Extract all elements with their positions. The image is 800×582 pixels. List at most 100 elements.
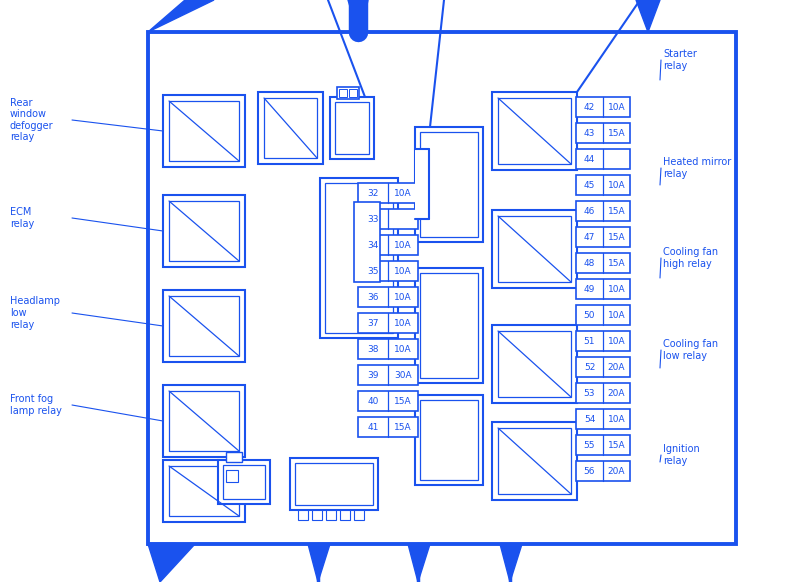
Bar [326,510,336,520]
Text: 32: 32 [367,189,378,197]
Bar [298,510,308,520]
Text: 30A: 30A [394,371,412,379]
Text: 15A: 15A [608,129,626,137]
Bar [354,510,364,520]
Bar [218,460,270,504]
Text: 53: 53 [584,389,595,398]
Bar [492,422,577,500]
Polygon shape [348,0,368,40]
Text: 10A: 10A [608,285,626,293]
Text: 15A: 15A [394,423,412,431]
Text: 44: 44 [584,154,595,164]
Text: 56: 56 [584,467,595,475]
Bar [312,510,322,520]
Bar [498,98,571,164]
Bar [358,365,418,385]
Text: 10A: 10A [394,267,412,275]
Bar [420,132,478,237]
Bar [576,253,630,273]
Text: 15A: 15A [608,258,626,268]
Text: Cooling fan
high relay: Cooling fan high relay [663,247,718,269]
Bar [340,510,350,520]
Bar [223,465,265,499]
Bar [576,279,630,299]
Text: 10A: 10A [394,293,412,301]
Bar [358,313,418,333]
Bar [148,32,736,544]
Text: Cooling fan
low relay: Cooling fan low relay [663,339,718,361]
Text: 55: 55 [584,441,595,449]
Polygon shape [408,544,430,582]
Text: 20A: 20A [608,389,626,398]
Polygon shape [636,0,660,32]
Bar [258,92,323,164]
Bar [492,92,577,170]
Polygon shape [500,544,522,582]
Bar [492,325,577,403]
Bar [576,201,630,221]
Text: 37: 37 [367,318,378,328]
Bar [498,331,571,397]
Text: 46: 46 [584,207,595,215]
Text: 47: 47 [584,232,595,242]
Bar [415,268,483,383]
Bar [498,428,571,494]
Bar [576,331,630,351]
Polygon shape [148,544,195,582]
Bar [576,97,630,117]
Text: 39: 39 [367,371,378,379]
Text: 15A: 15A [608,207,626,215]
Bar [358,261,418,281]
Bar [576,461,630,481]
Text: Front fog
lamp relay: Front fog lamp relay [10,394,62,416]
Bar [226,470,238,482]
Text: 45: 45 [584,180,595,190]
Bar [576,227,630,247]
Bar [358,391,418,411]
Bar [320,178,398,338]
Bar [576,383,630,403]
Text: 10A: 10A [394,189,412,197]
Bar [325,183,393,333]
Bar [169,296,239,356]
Bar [163,95,245,167]
Text: 38: 38 [367,345,378,353]
Bar [576,149,630,169]
Bar [576,435,630,455]
Text: 10A: 10A [608,336,626,346]
Bar [576,175,630,195]
Text: 35: 35 [367,267,378,275]
Bar [358,287,418,307]
Bar [169,391,239,451]
Bar [498,216,571,282]
Bar [358,339,418,359]
Bar [576,357,630,377]
Bar [415,149,429,219]
Text: 33: 33 [367,215,378,223]
Bar [420,400,478,480]
Bar [226,452,242,462]
Bar [354,202,380,282]
Text: 36: 36 [367,293,378,301]
Bar [358,209,418,229]
Bar [335,102,369,154]
Text: 10A: 10A [608,311,626,320]
Text: Starter
relay: Starter relay [663,49,697,71]
Text: 10A: 10A [608,180,626,190]
Text: 20A: 20A [608,363,626,371]
Text: 48: 48 [584,258,595,268]
Bar [337,87,359,99]
Text: 10A: 10A [608,102,626,112]
Text: 41: 41 [367,423,378,431]
Bar [295,463,373,505]
Bar [576,123,630,143]
Text: Headlamp
low
relay: Headlamp low relay [10,296,60,329]
Bar [163,290,245,362]
Bar [415,395,483,485]
Bar [169,201,239,261]
Bar [169,466,239,516]
Bar [339,89,347,97]
Bar [349,89,357,97]
Text: 40: 40 [367,396,378,406]
Bar [163,460,245,522]
